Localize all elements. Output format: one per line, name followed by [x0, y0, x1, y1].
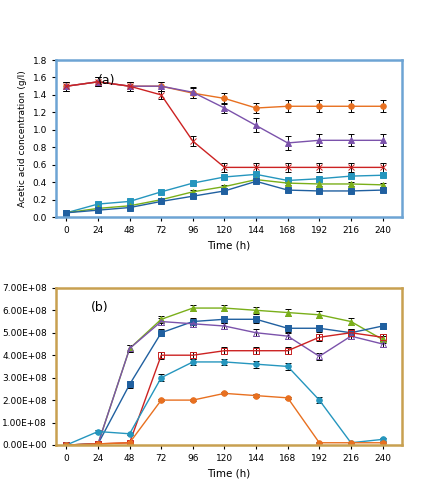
Y-axis label: Acetic acid concentration (g/l): Acetic acid concentration (g/l)	[18, 70, 27, 207]
Text: (a): (a)	[97, 74, 115, 86]
X-axis label: Time (h): Time (h)	[207, 240, 251, 250]
X-axis label: Time (h): Time (h)	[207, 468, 251, 478]
Text: (b): (b)	[90, 302, 108, 314]
